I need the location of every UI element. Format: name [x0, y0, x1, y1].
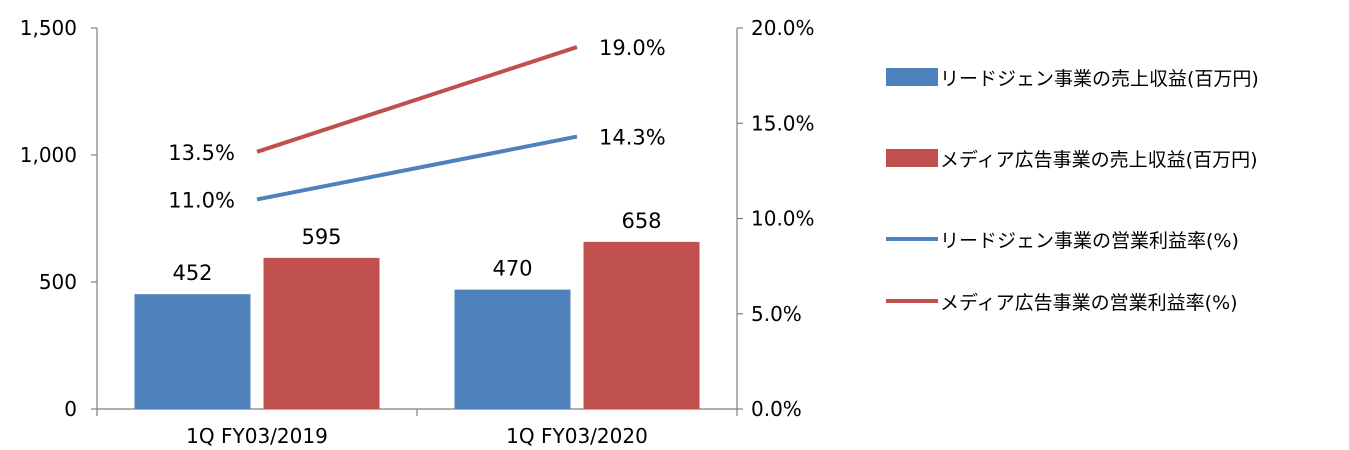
legend-item: リードジェン事業の売上収益(百万円) — [886, 62, 1259, 92]
bar-data-label: 470 — [492, 257, 532, 281]
y-left-tick-label: 1,500 — [20, 16, 77, 40]
data-labels: 452 470 595 658 11.0% 14.3% 13.5% 19.0% — [168, 36, 665, 285]
y-right-tick-label: 20.0% — [751, 16, 815, 40]
series-line — [256, 134, 578, 202]
axes: 0 500 1,000 1,500 0.0% 5.0% 10.0% 15.0% 20.0% 1Q … — [20, 16, 815, 448]
bar-data-label: 658 — [621, 209, 661, 233]
bar — [263, 257, 380, 409]
y-left-tick-label: 500 — [39, 270, 77, 294]
bar-data-label: 595 — [301, 225, 341, 249]
y-right-tick-label: 0.0% — [751, 397, 802, 421]
legend-label: リードジェン事業の売上収益(百万円) — [940, 67, 1259, 90]
series-line — [256, 45, 578, 154]
legend-swatch — [886, 299, 938, 303]
legend-swatch — [886, 149, 938, 167]
y-right-tick-label: 10.0% — [751, 207, 815, 231]
lines — [256, 45, 578, 202]
legend-item: メディア広告事業の売上収益(百万円) — [886, 143, 1258, 173]
bar — [583, 241, 700, 409]
x-tick-label: 1Q FY03/2020 — [506, 424, 648, 448]
bars — [134, 241, 700, 409]
legend-label: メディア広告事業の営業利益率(%) — [940, 291, 1238, 314]
legend-item: リードジェン事業の営業利益率(%) — [886, 224, 1239, 254]
bar-data-label: 452 — [172, 261, 212, 285]
bar — [134, 294, 251, 409]
line-data-label: 11.0% — [168, 188, 235, 212]
legend-item: メディア広告事業の営業利益率(%) — [886, 286, 1238, 316]
line-data-label: 19.0% — [599, 36, 666, 60]
y-left-tick-label: 1,000 — [20, 143, 77, 167]
legend-label: リードジェン事業の営業利益率(%) — [940, 229, 1239, 252]
y-left-tick-label: 0 — [64, 397, 77, 421]
y-right-tick-label: 5.0% — [751, 302, 802, 326]
line-data-label: 13.5% — [168, 141, 235, 165]
legend-swatch — [886, 68, 938, 86]
y-right-tick-label: 15.0% — [751, 111, 815, 135]
line-data-label: 14.3% — [599, 126, 666, 150]
x-tick-label: 1Q FY03/2019 — [186, 424, 328, 448]
legend-swatch — [886, 237, 938, 241]
legend-label: メディア広告事業の売上収益(百万円) — [940, 148, 1258, 171]
bar — [454, 289, 571, 409]
